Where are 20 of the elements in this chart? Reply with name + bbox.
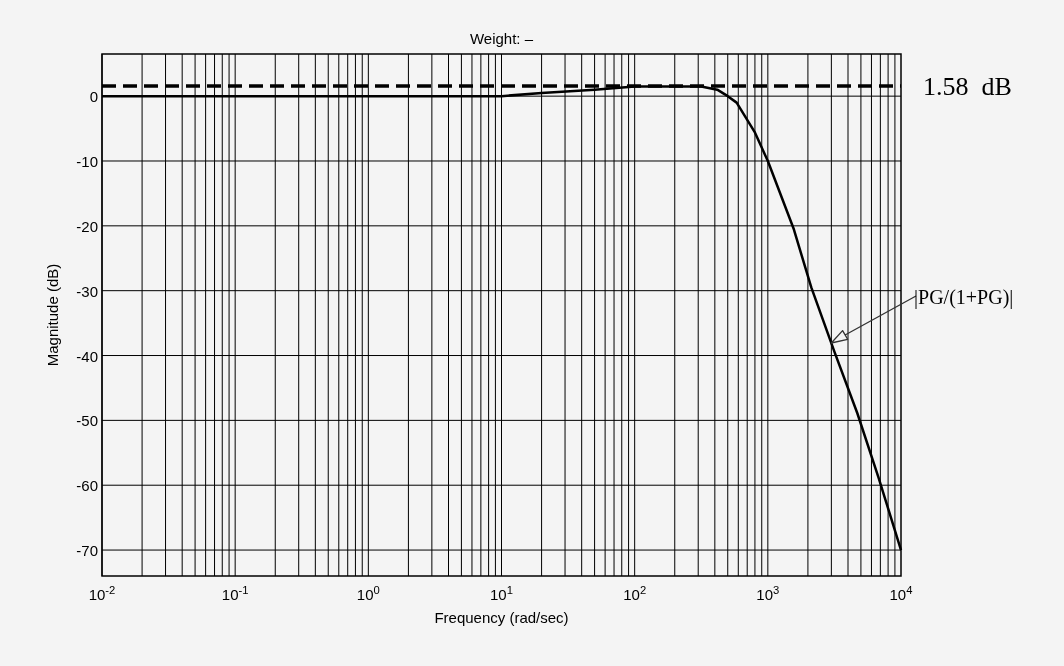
y-axis-title: Magnitude (dB) [44, 263, 61, 367]
y-tick-label: -20 [76, 217, 98, 235]
chart-title: Weight: – [469, 30, 534, 47]
y-tick-label: -70 [76, 542, 98, 560]
y-tick-label: -50 [76, 412, 98, 430]
x-axis-title: Frequency (rad/sec) [434, 609, 569, 626]
x-tick-label: 10$^{0}$ [356, 584, 380, 603]
x-tick-label: 10$^{-2}$ [88, 584, 116, 603]
x-tick-label: 10$^{3}$ [756, 584, 780, 603]
y-tick-label: -40 [76, 347, 98, 365]
y-tick-label: -60 [76, 477, 98, 495]
y-tick-label: -10 [76, 152, 98, 170]
ref-line-label: 1.58 dB [923, 71, 1012, 101]
x-tick-label: 10$^{-1}$ [221, 584, 249, 603]
y-tick-label: -30 [76, 282, 98, 300]
x-tick-label: 10$^{2}$ [623, 584, 647, 603]
text: |PG/(1+PG)| [914, 286, 1014, 309]
x-tick-label: 10$^{1}$ [490, 584, 513, 603]
x-tick-label: 10$^{4}$ [889, 584, 913, 603]
y-tick-label: 0 [89, 88, 98, 106]
